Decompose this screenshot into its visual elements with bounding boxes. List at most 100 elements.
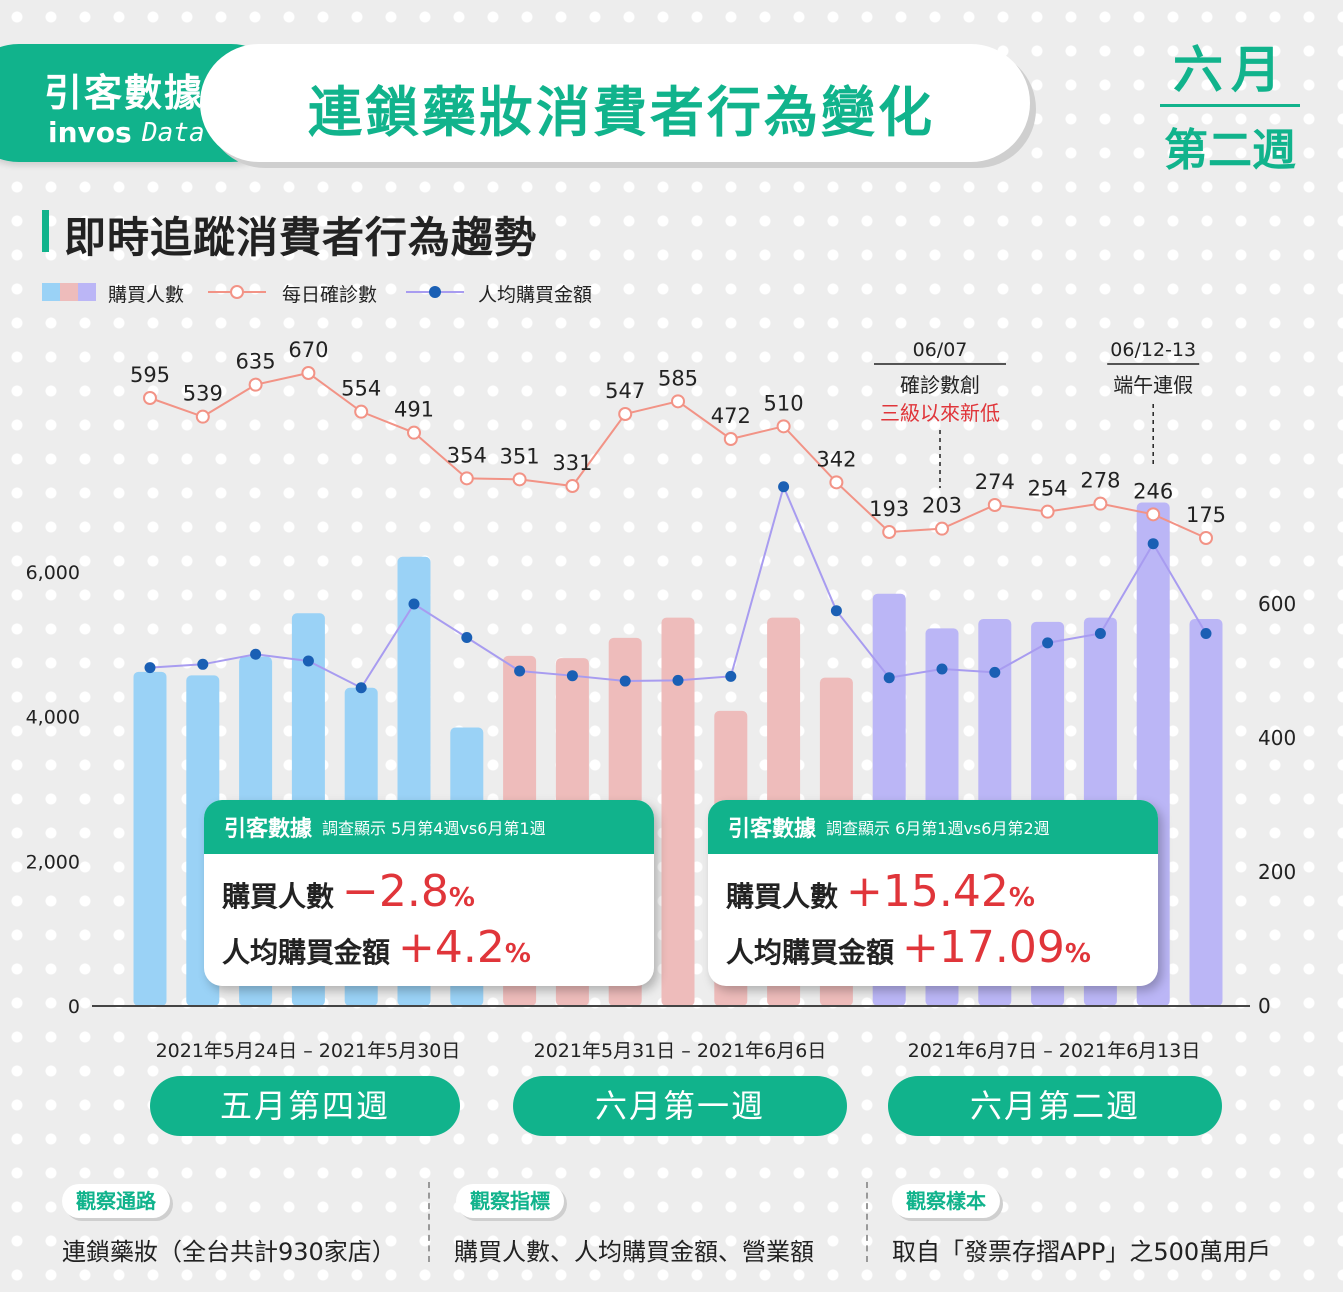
- daily-cases-point: [618, 407, 633, 421]
- avg-spend-point: [514, 665, 526, 677]
- daily-cases-label: 175: [1186, 503, 1226, 527]
- month-label: 六月: [1173, 41, 1289, 99]
- avg-spend-point: [989, 666, 1001, 678]
- daily-cases-label: 193: [869, 497, 909, 521]
- avg-spend-point: [1200, 627, 1212, 639]
- week-pill-3: 六月第二週: [888, 1076, 1222, 1136]
- legend-bars-label: 購買人數: [108, 284, 185, 306]
- legend-swatch-blue: [42, 283, 60, 301]
- bar-buyers: [133, 671, 167, 1006]
- callout-card-2: 引客數據 調查顯示 6月第1週vs6月第2週 購買人數 +15.42% 人均購買金…: [708, 800, 1158, 986]
- left-axis-tick-label: 6,000: [26, 562, 80, 584]
- callout-brand: 引客數據: [224, 817, 313, 842]
- legend-swatch-pink: [60, 283, 78, 301]
- daily-cases-point: [987, 498, 1002, 512]
- daily-cases-point: [565, 479, 580, 493]
- daily-cases-label: 351: [500, 444, 540, 468]
- footer-text-channel: 連鎖藥妝（全台共計930家店）: [62, 1238, 396, 1266]
- percent-sign: %: [448, 883, 475, 913]
- right-axis-tick-label: 400: [1258, 726, 1296, 750]
- callout-card-1: 引客數據 調查顯示 5月第4週vs6月第1週 購買人數 −2.8% 人均購買金額 +…: [204, 800, 654, 986]
- avg-spend-point: [197, 658, 209, 670]
- daily-cases-point: [671, 394, 685, 409]
- daily-cases-label: 354: [447, 443, 487, 467]
- callout-row-value: +15.42: [846, 866, 1009, 917]
- footer-tag-channel: 觀察通路: [62, 1184, 170, 1218]
- daily-cases-point: [512, 472, 527, 487]
- week-pill-1: 五月第四週: [150, 1076, 460, 1136]
- legend-swatch-purple: [78, 283, 96, 301]
- daily-cases-label: 491: [394, 398, 434, 422]
- daily-cases-label: 547: [605, 379, 645, 403]
- daily-cases-label: 203: [922, 494, 962, 518]
- avg-spend-point: [936, 663, 948, 675]
- daily-cases-point: [829, 475, 844, 490]
- left-axis-tick-label: 2,000: [26, 851, 80, 873]
- avg-spend-point: [830, 605, 842, 617]
- week-date-range-2: 2021年5月31日 – 2021年6月6日: [533, 1040, 827, 1062]
- avg-spend-point: [250, 648, 262, 660]
- legend-cases-label: 每日確診數: [282, 284, 378, 306]
- daily-cases-point: [1199, 531, 1213, 545]
- avg-spend-point: [619, 675, 631, 687]
- avg-spend-point: [725, 670, 737, 682]
- daily-cases-label: 472: [711, 404, 751, 428]
- daily-cases-label: 539: [183, 382, 223, 406]
- avg-spend-point: [1147, 538, 1159, 550]
- daily-cases-point: [1146, 507, 1161, 522]
- month-divider: [1160, 104, 1300, 107]
- callout-row-value: −2.8: [342, 866, 449, 917]
- avg-spend-point: [1042, 637, 1054, 649]
- daily-cases-label: 246: [1133, 479, 1173, 503]
- right-axis-tick-label: 0: [1258, 994, 1271, 1018]
- callout-row-label: 購買人數: [222, 880, 335, 913]
- title-banner: [200, 44, 1030, 162]
- week-date-range-3: 2021年6月7日 – 2021年6月13日: [907, 1040, 1201, 1062]
- legend-avg-marker: [406, 286, 464, 298]
- daily-cases-label: 510: [764, 391, 804, 415]
- footer-tag-sample: 觀察樣本: [892, 1184, 1000, 1218]
- daily-cases-label: 342: [816, 447, 856, 471]
- daily-cases-point: [935, 521, 949, 536]
- percent-sign: %: [504, 939, 531, 969]
- avg-spend-point: [144, 662, 156, 674]
- daily-cases-point: [143, 391, 157, 405]
- callout-brand: 引客數據: [728, 817, 817, 842]
- week-date-range-1: 2021年5月24日 – 2021年5月30日: [155, 1040, 461, 1062]
- left-axis-tick-label: 0: [68, 996, 80, 1018]
- avg-spend-point: [883, 672, 895, 684]
- left-axis-tick-label: 4,000: [26, 707, 80, 729]
- daily-cases-label: 331: [552, 451, 592, 475]
- daily-cases-label: 554: [341, 377, 381, 401]
- callout-row-buyers: 購買人數 +15.42%: [726, 866, 1035, 917]
- daily-cases-point: [248, 377, 263, 392]
- callout-row-label: 購買人數: [726, 880, 839, 913]
- callout-row-avg: 人均購買金額 +17.09%: [726, 922, 1091, 973]
- daily-cases-point: [776, 419, 791, 434]
- right-axis-tick-label: 200: [1258, 860, 1296, 884]
- daily-cases-point: [1093, 496, 1108, 511]
- avg-spend-point: [672, 674, 684, 686]
- footer-divider: [428, 1182, 430, 1262]
- bar-buyers: [1189, 619, 1223, 1006]
- footer-text-metric: 購買人數、人均購買金額、營業額: [454, 1238, 814, 1266]
- daily-cases-point: [407, 425, 421, 440]
- annotation-date: 06/07: [913, 339, 968, 361]
- avg-spend-point: [302, 655, 314, 667]
- callout-row-value: +17.09: [902, 922, 1065, 973]
- daily-cases-point: [882, 525, 897, 539]
- daily-cases-label: 635: [236, 350, 276, 374]
- daily-cases-label: 595: [130, 363, 170, 387]
- daily-cases-point: [354, 404, 369, 419]
- annotation-highlight: 三級以來新低: [880, 401, 1000, 425]
- callout-row-label: 人均購買金額: [726, 936, 895, 969]
- daily-cases-point: [723, 432, 738, 446]
- section-title: 即時追蹤消費者行為趨勢: [64, 213, 538, 262]
- brand-name-data: Data: [142, 118, 205, 148]
- page-title: 連鎖藥妝消費者行為變化: [308, 81, 935, 144]
- avg-spend-point: [566, 670, 578, 682]
- week-pill-2: 六月第一週: [513, 1076, 847, 1136]
- legend-cases-marker: [208, 285, 266, 299]
- daily-cases-point: [1040, 504, 1055, 519]
- daily-cases-point: [459, 471, 474, 486]
